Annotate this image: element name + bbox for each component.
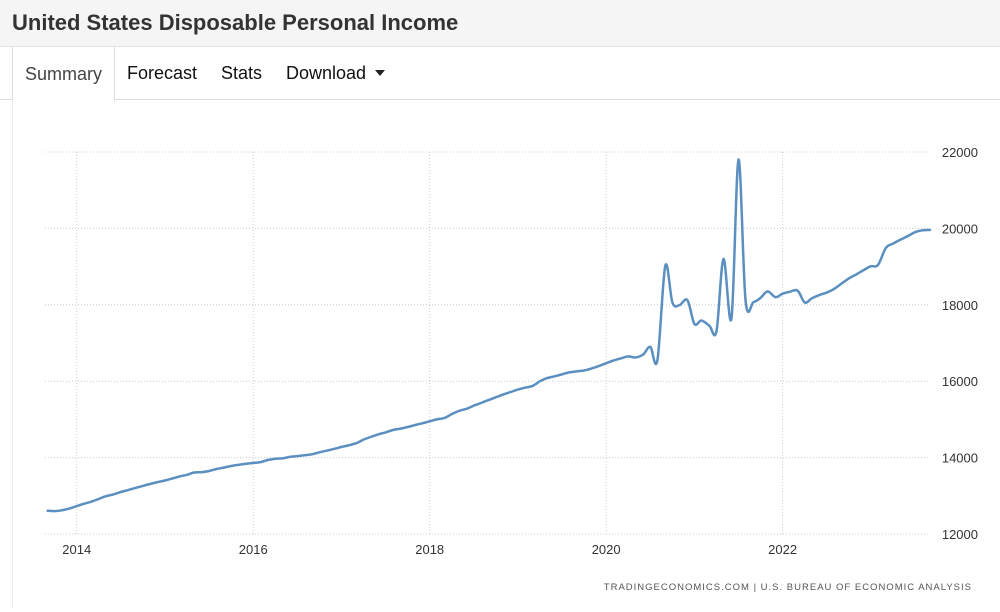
y-tick-label: 22000 xyxy=(942,145,978,160)
y-tick-label: 16000 xyxy=(942,374,978,389)
page-title: United States Disposable Personal Income xyxy=(12,10,458,36)
x-tick-label: 2016 xyxy=(239,542,268,557)
tab-download-label: Download xyxy=(286,63,366,84)
series-line xyxy=(48,160,930,512)
tab-forecast[interactable]: Forecast xyxy=(127,47,197,100)
page-header: United States Disposable Personal Income xyxy=(0,0,1000,47)
tab-stats[interactable]: Stats xyxy=(221,47,262,100)
x-tick-label: 2020 xyxy=(592,542,621,557)
tab-forecast-label: Forecast xyxy=(127,63,197,84)
y-tick-label: 20000 xyxy=(942,221,978,236)
tab-bar: Summary Forecast Stats Download xyxy=(0,47,1000,100)
tab-stats-label: Stats xyxy=(221,63,262,84)
tab-download[interactable]: Download xyxy=(286,47,385,100)
series-layer xyxy=(48,160,930,512)
source-credit: TRADINGECONOMICS.COM | U.S. BUREAU OF EC… xyxy=(604,582,972,593)
tab-summary[interactable]: Summary xyxy=(12,47,115,101)
x-tick-label: 2022 xyxy=(768,542,797,557)
x-tick-label: 2018 xyxy=(415,542,444,557)
caret-down-icon xyxy=(375,70,385,76)
x-axis: 2014 2016 2018 2020 2022 xyxy=(62,542,797,557)
y-tick-label: 14000 xyxy=(942,451,978,466)
x-tick-label: 2014 xyxy=(62,542,91,557)
y-tick-label: 18000 xyxy=(942,298,978,313)
y-tick-label: 12000 xyxy=(942,527,978,542)
y-axis: 12000 14000 16000 18000 20000 22000 xyxy=(942,145,978,542)
tab-summary-label: Summary xyxy=(25,64,102,85)
